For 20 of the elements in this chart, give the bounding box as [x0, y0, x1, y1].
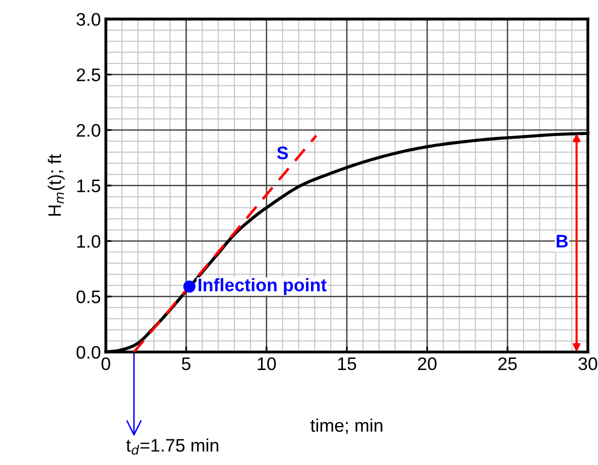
- x-tick-label: 15: [338, 358, 356, 370]
- x-axis-title: time; min: [310, 418, 382, 434]
- text: t$_{d}$=1.75 min: [126, 438, 218, 455]
- y-tick-label: 3.0: [76, 13, 100, 26]
- y-tick-label: 2.0: [76, 124, 100, 137]
- x-tick-label: 10: [258, 357, 276, 370]
- y-tick-label: 0.5: [76, 290, 100, 304]
- x-tick-label: 30: [578, 357, 598, 370]
- x-tick-label: 0: [102, 357, 110, 370]
- y-axis-title: H$_{m}$(t); ft: [48, 154, 65, 216]
- x-tick-label: 20: [418, 357, 437, 370]
- y-tick-label: 1.0: [77, 234, 100, 248]
- series-label: Inflection point: [198, 278, 327, 295]
- annotation: B: [556, 234, 568, 248]
- series-label: S: [277, 146, 288, 160]
- y-tick-label: 0.0: [76, 346, 100, 359]
- x-tick-label: 5: [182, 358, 190, 370]
- y-tick-label: 1.5: [77, 180, 100, 192]
- y-tick-label: 2.5: [76, 68, 100, 82]
- x-tick-label: 25: [498, 357, 517, 370]
